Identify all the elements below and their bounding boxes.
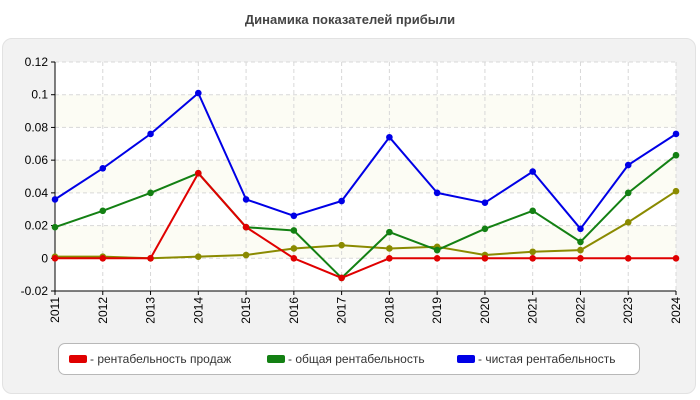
legend-swatch-red bbox=[69, 355, 87, 363]
data-point bbox=[624, 161, 632, 169]
x-tick-label: 2019 bbox=[430, 297, 444, 324]
y-tick-label: 0 bbox=[41, 251, 48, 265]
data-point bbox=[290, 212, 298, 220]
legend-label: - рентабельность продаж bbox=[90, 352, 232, 366]
data-point bbox=[529, 254, 536, 262]
y-tick-label: 0.08 bbox=[25, 120, 49, 134]
series-line bbox=[54, 154, 677, 279]
x-tick-label: 2013 bbox=[144, 297, 158, 324]
data-point bbox=[481, 199, 489, 206]
x-tick-label: 2017 bbox=[335, 297, 349, 324]
y-tick-label: 0.02 bbox=[25, 219, 49, 233]
data-point bbox=[577, 246, 584, 254]
legend-label: - чистая рентабельность bbox=[478, 352, 616, 366]
data-point bbox=[386, 254, 393, 262]
data-point bbox=[195, 89, 202, 97]
data-point bbox=[195, 169, 202, 177]
data-point bbox=[242, 251, 250, 259]
data-point bbox=[147, 130, 154, 138]
data-point bbox=[290, 254, 298, 262]
data-point bbox=[577, 238, 584, 246]
x-tick-label: 2024 bbox=[669, 297, 683, 324]
chart-title: Динамика показателей прибыли bbox=[244, 12, 456, 27]
legend-label: - общая рентабельность bbox=[288, 352, 425, 366]
data-point bbox=[433, 189, 441, 197]
data-point bbox=[338, 241, 345, 249]
legend-swatch-blue bbox=[457, 355, 475, 363]
data-point bbox=[672, 151, 680, 159]
data-point bbox=[290, 245, 298, 252]
y-tick-label: 0.04 bbox=[25, 186, 49, 200]
data-point bbox=[386, 245, 393, 252]
x-tick-label: 2012 bbox=[96, 297, 110, 324]
legend-item-total-profitability[interactable]: - общая рентабельность bbox=[267, 344, 425, 374]
x-tick-label: 2020 bbox=[478, 297, 492, 324]
data-point bbox=[195, 253, 202, 260]
y-tick-label: -0.02 bbox=[21, 284, 49, 298]
series-line bbox=[54, 92, 677, 230]
x-tick-label: 2022 bbox=[573, 297, 587, 324]
plot-band bbox=[55, 94, 676, 128]
data-point bbox=[51, 196, 59, 203]
data-point bbox=[624, 254, 632, 262]
data-point bbox=[577, 254, 584, 262]
plot-band bbox=[55, 160, 676, 193]
data-point bbox=[529, 207, 536, 215]
series-line bbox=[55, 172, 676, 279]
data-point bbox=[577, 225, 584, 233]
data-point bbox=[51, 254, 59, 262]
data-point bbox=[529, 248, 536, 256]
data-point bbox=[290, 227, 298, 234]
data-point bbox=[386, 228, 393, 236]
data-point bbox=[242, 223, 250, 231]
x-tick-label: 2018 bbox=[382, 297, 396, 324]
data-point bbox=[672, 187, 680, 195]
legend-item-net-profitability[interactable]: - чистая рентабельность bbox=[457, 344, 615, 374]
data-point bbox=[433, 254, 441, 262]
x-tick-label: 2016 bbox=[287, 297, 301, 324]
data-point bbox=[338, 274, 345, 282]
data-point bbox=[481, 254, 489, 262]
data-point bbox=[624, 189, 632, 197]
legend-swatch-green bbox=[267, 355, 285, 363]
y-tick-label: 0.12 bbox=[25, 55, 49, 69]
legend-item-sales-profitability[interactable]: - рентабельность продаж bbox=[69, 344, 231, 374]
data-point bbox=[386, 133, 393, 141]
data-point bbox=[242, 196, 250, 203]
x-tick-label: 2023 bbox=[621, 297, 635, 324]
x-tick-label: 2011 bbox=[48, 297, 62, 323]
x-tick-label: 2021 bbox=[526, 297, 540, 324]
data-point bbox=[99, 207, 107, 215]
y-tick-label: 0.06 bbox=[25, 153, 49, 167]
y-tick-label: 0.1 bbox=[31, 88, 48, 102]
data-point bbox=[481, 225, 489, 233]
data-point bbox=[672, 254, 680, 262]
plot-band bbox=[55, 225, 676, 259]
data-point bbox=[624, 219, 632, 226]
data-point bbox=[147, 189, 154, 197]
data-point bbox=[99, 165, 107, 172]
data-point bbox=[529, 168, 536, 175]
data-point bbox=[338, 197, 345, 205]
data-point bbox=[147, 254, 154, 262]
x-tick-label: 2014 bbox=[191, 297, 205, 324]
data-point bbox=[99, 254, 107, 262]
chart-legend: - рентабельность продаж - общая рентабел… bbox=[58, 343, 640, 375]
data-point bbox=[51, 223, 59, 231]
data-point bbox=[672, 130, 680, 138]
x-tick-label: 2015 bbox=[239, 297, 253, 324]
data-point bbox=[433, 246, 441, 254]
series-line bbox=[55, 190, 677, 260]
